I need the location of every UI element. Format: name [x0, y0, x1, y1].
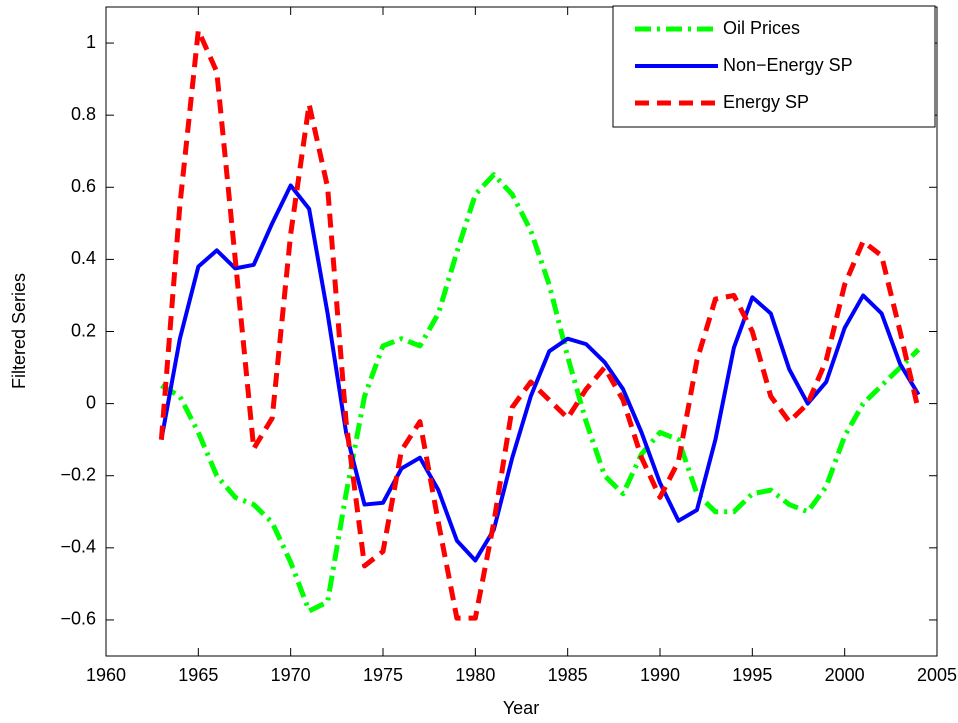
y-tick-label: −0.2 [60, 464, 96, 484]
x-tick-label: 1970 [271, 665, 311, 685]
line-series [159, 183, 921, 563]
x-tick-label: 1975 [363, 665, 403, 685]
line-series [158, 27, 921, 621]
y-tick-label: 0.2 [71, 320, 96, 340]
x-tick-label: 1980 [455, 665, 495, 685]
y-tick-label: 0 [86, 392, 96, 412]
y-tick-label: 0.6 [71, 176, 96, 196]
x-tick-label: 1995 [732, 665, 772, 685]
y-tick-label: 0.4 [71, 248, 96, 268]
x-tick-label: 2000 [825, 665, 865, 685]
y-tick-label: −0.4 [60, 537, 96, 557]
legend-label: Oil Prices [723, 18, 800, 38]
legend-label: Non−Energy SP [723, 55, 853, 75]
y-tick-label: 1 [86, 32, 96, 52]
x-tick-label: 1985 [548, 665, 588, 685]
line-series [160, 172, 921, 614]
y-axis-label: Filtered Series [9, 273, 29, 389]
y-tick-label: −0.6 [60, 609, 96, 629]
legend-label: Energy SP [723, 92, 809, 112]
x-tick-label: 2005 [917, 665, 957, 685]
x-tick-label: 1960 [86, 665, 126, 685]
plot-frame [105, 6, 938, 657]
x-tick-label: 1990 [640, 665, 680, 685]
y-tick-label: 0.8 [71, 104, 96, 124]
x-axis-label: Year [503, 698, 539, 718]
x-tick-label: 1965 [178, 665, 218, 685]
